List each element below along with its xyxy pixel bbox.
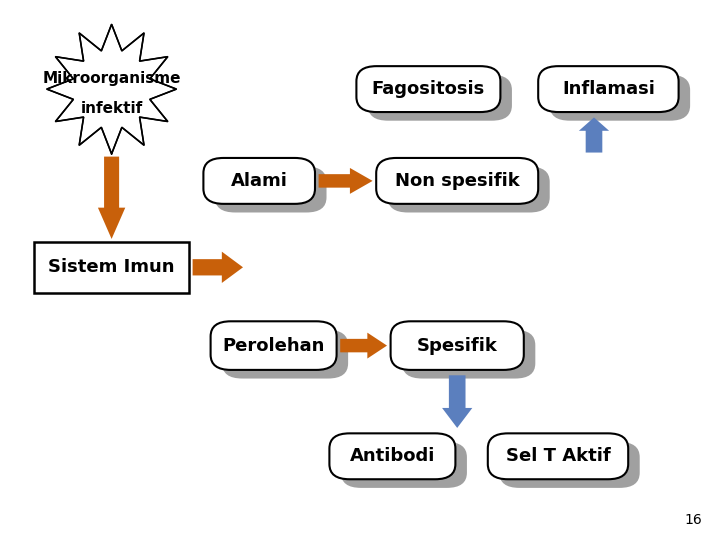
- FancyBboxPatch shape: [368, 75, 512, 120]
- Polygon shape: [341, 333, 387, 359]
- Polygon shape: [442, 375, 472, 428]
- FancyBboxPatch shape: [222, 330, 348, 379]
- Text: Spesifik: Spesifik: [417, 336, 498, 355]
- FancyBboxPatch shape: [390, 321, 524, 370]
- FancyBboxPatch shape: [210, 321, 336, 370]
- FancyBboxPatch shape: [488, 433, 628, 480]
- FancyBboxPatch shape: [35, 241, 189, 293]
- FancyBboxPatch shape: [500, 442, 640, 488]
- Polygon shape: [193, 252, 243, 283]
- FancyBboxPatch shape: [550, 75, 690, 120]
- FancyBboxPatch shape: [402, 330, 536, 379]
- Polygon shape: [98, 157, 125, 239]
- Text: Sel T Aktif: Sel T Aktif: [505, 447, 611, 465]
- Text: Antibodi: Antibodi: [350, 447, 435, 465]
- Text: Perolehan: Perolehan: [222, 336, 325, 355]
- Polygon shape: [319, 168, 373, 194]
- Text: 16: 16: [684, 512, 702, 526]
- FancyBboxPatch shape: [330, 433, 456, 480]
- FancyBboxPatch shape: [203, 158, 315, 204]
- Polygon shape: [579, 117, 609, 152]
- Text: infektif: infektif: [81, 100, 143, 116]
- FancyBboxPatch shape: [356, 66, 500, 112]
- FancyBboxPatch shape: [538, 66, 678, 112]
- Polygon shape: [47, 24, 176, 154]
- Text: Mikroorganisme: Mikroorganisme: [42, 71, 181, 86]
- FancyBboxPatch shape: [387, 166, 550, 212]
- Text: Sistem Imun: Sistem Imun: [48, 258, 175, 276]
- FancyBboxPatch shape: [376, 158, 538, 204]
- Text: Inflamasi: Inflamasi: [562, 80, 654, 98]
- FancyBboxPatch shape: [341, 442, 467, 488]
- Text: Alami: Alami: [231, 172, 287, 190]
- FancyBboxPatch shape: [215, 166, 327, 212]
- Text: Non spesifik: Non spesifik: [395, 172, 520, 190]
- Text: Fagositosis: Fagositosis: [372, 80, 485, 98]
